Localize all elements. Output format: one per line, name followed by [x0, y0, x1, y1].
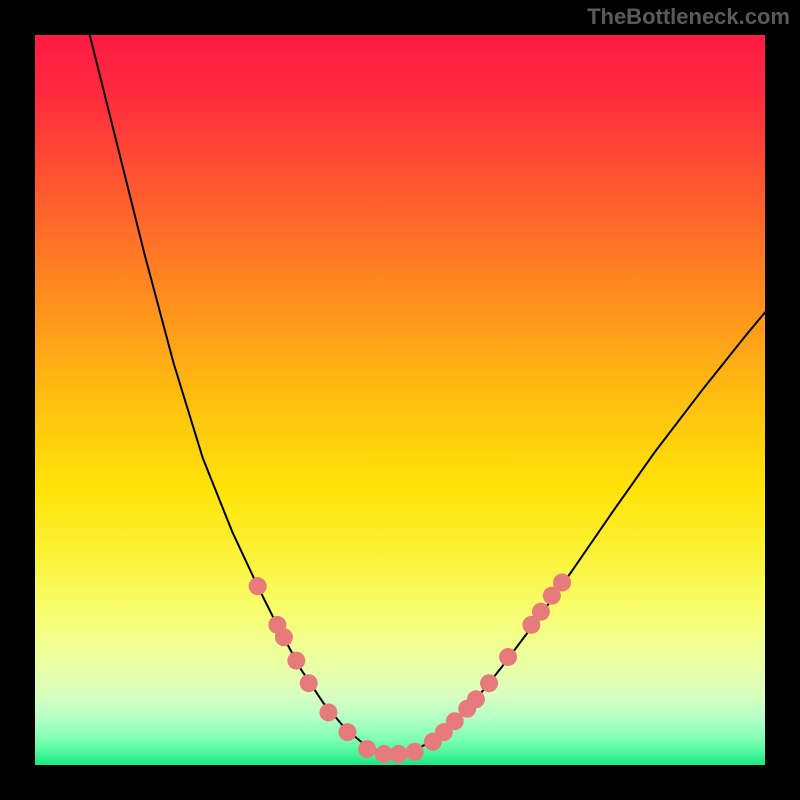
scatter-point — [553, 574, 571, 592]
scatter-point — [287, 652, 305, 670]
scatter-point — [480, 674, 498, 692]
chart-container: TheBottleneck.com — [0, 0, 800, 800]
scatter-point — [406, 743, 424, 761]
scatter-point — [467, 690, 485, 708]
scatter-point — [275, 628, 293, 646]
scatter-point — [390, 745, 408, 763]
scatter-point — [249, 577, 267, 595]
scatter-point — [532, 603, 550, 621]
scatter-point — [319, 703, 337, 721]
scatter-point — [358, 740, 376, 758]
plot-area — [35, 35, 765, 765]
plot-svg — [35, 35, 765, 765]
scatter-point — [338, 723, 356, 741]
gradient-background — [35, 35, 765, 765]
scatter-point — [300, 674, 318, 692]
watermark-text: TheBottleneck.com — [587, 4, 790, 30]
scatter-point — [499, 648, 517, 666]
